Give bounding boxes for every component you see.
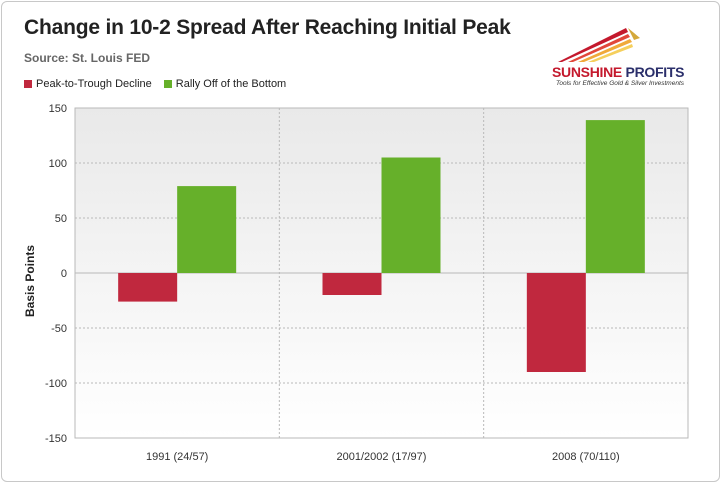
x-tick-label: 1991 (24/57)	[146, 451, 208, 463]
bars	[118, 120, 645, 372]
legend-item-rally[interactable]: Rally Off of the Bottom	[163, 78, 287, 90]
x-tick-label: 2008 (70/110)	[552, 451, 620, 463]
bar-rally-0[interactable]	[177, 186, 237, 273]
legend-label: Peak-to-Trough Decline	[36, 78, 152, 90]
bar-rally-2[interactable]	[585, 120, 645, 273]
sunshine-profits-logo: SUNSHINE PROFITS Tools for Effective Gol…	[548, 24, 710, 94]
y-tick-label: -50	[51, 323, 67, 335]
chart-subtitle: Source: St. Louis FED	[24, 51, 151, 65]
y-tick-label: 50	[55, 213, 67, 225]
bar-decline-2[interactable]	[526, 273, 586, 372]
legend: Peak-to-Trough Decline Rally Off of the …	[24, 78, 286, 90]
y-tick-label: 100	[49, 158, 67, 170]
logo-rays-icon	[558, 28, 640, 62]
legend-item-peak-to-trough[interactable]: Peak-to-Trough Decline	[24, 78, 152, 90]
y-axis-ticks: 150 100 50 0 -50 -100 -150	[45, 103, 67, 445]
logo-tagline: Tools for Effective Gold & Silver Invest…	[556, 80, 685, 87]
y-tick-label: 150	[49, 103, 67, 115]
y-tick-label: -150	[45, 433, 67, 445]
bar-decline-0[interactable]	[118, 273, 178, 302]
y-tick-label: -100	[45, 378, 67, 390]
y-axis-label: Basis Points	[23, 245, 37, 317]
x-axis-ticks: 1991 (24/57) 2001/2002 (17/97) 2008 (70/11…	[146, 451, 620, 463]
legend-swatch-red	[24, 80, 32, 88]
legend-swatch-green	[163, 80, 172, 88]
logo-name: SUNSHINE PROFITS	[552, 64, 685, 80]
chart-title: Change in 10-2 Spread After Reaching Ini…	[24, 16, 511, 39]
bar-decline-1[interactable]	[322, 273, 382, 295]
y-tick-label: 0	[61, 268, 67, 280]
plot-border	[74, 107, 689, 439]
x-tick-label: 2001/2002 (17/97)	[337, 451, 427, 463]
bar-rally-1[interactable]	[381, 157, 441, 274]
legend-label: Rally Off of the Bottom	[175, 78, 287, 90]
